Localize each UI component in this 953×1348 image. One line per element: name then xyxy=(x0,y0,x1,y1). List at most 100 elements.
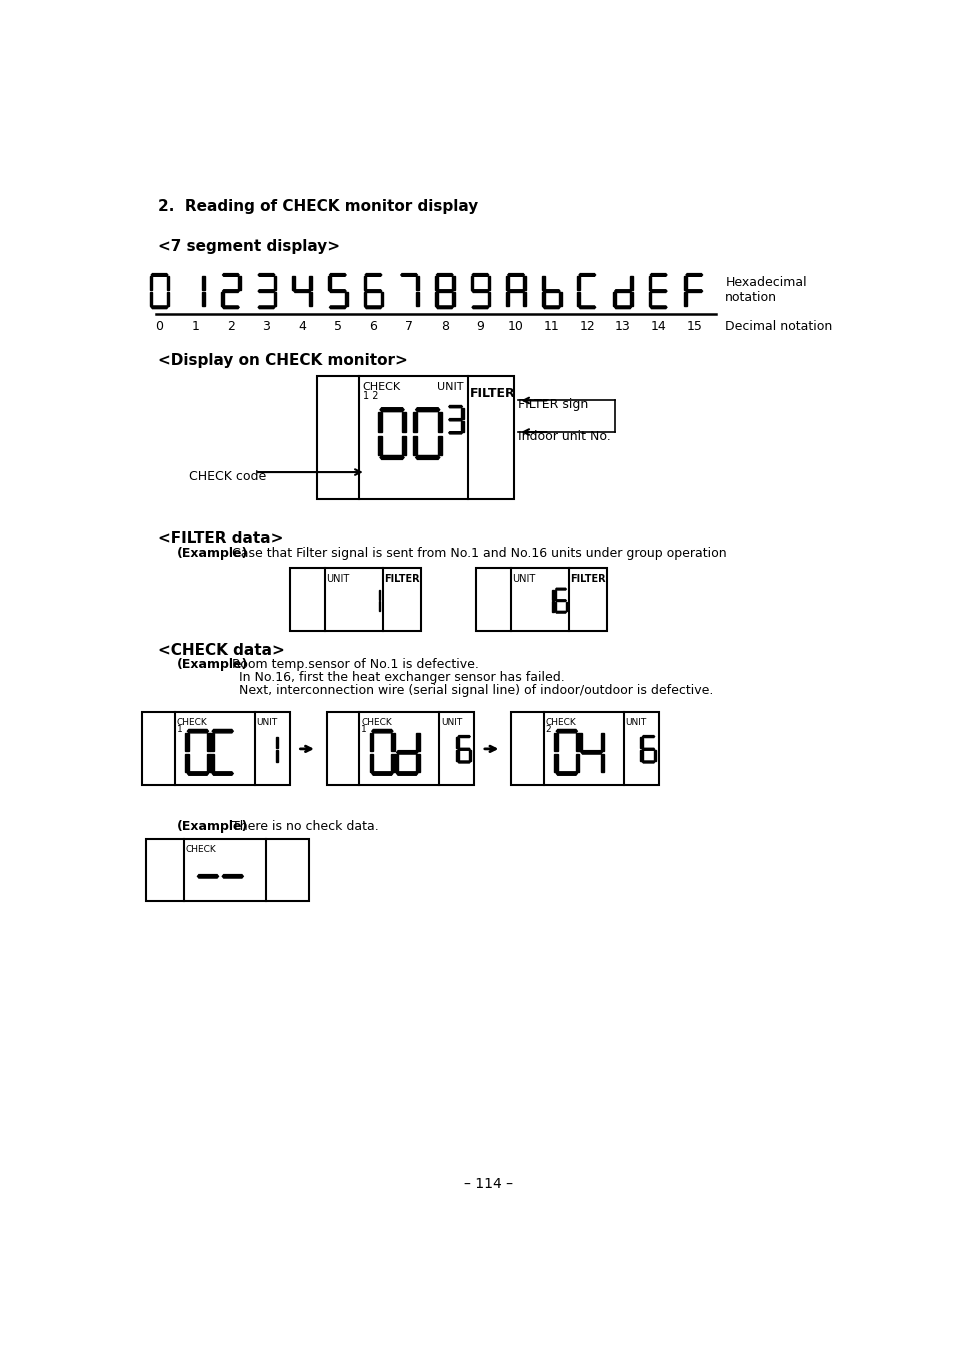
Polygon shape xyxy=(328,276,331,290)
Polygon shape xyxy=(630,293,632,306)
Polygon shape xyxy=(292,276,294,290)
Polygon shape xyxy=(648,276,651,290)
Text: In No.16, first the heat exchanger sensor has failed.: In No.16, first the heat exchanger senso… xyxy=(239,671,564,685)
Polygon shape xyxy=(436,274,453,276)
Polygon shape xyxy=(556,600,566,601)
Polygon shape xyxy=(377,411,381,431)
Polygon shape xyxy=(577,293,579,306)
Bar xyxy=(511,712,658,786)
Polygon shape xyxy=(370,733,373,751)
Polygon shape xyxy=(452,293,455,306)
Text: There is no check data.: There is no check data. xyxy=(232,820,378,833)
Polygon shape xyxy=(577,276,579,290)
Text: 1 2: 1 2 xyxy=(362,391,377,402)
Polygon shape xyxy=(613,293,616,306)
Polygon shape xyxy=(363,276,366,290)
Text: Hexadecimal
notation: Hexadecimal notation xyxy=(724,276,806,303)
Polygon shape xyxy=(541,293,544,306)
Polygon shape xyxy=(207,754,211,772)
Text: 11: 11 xyxy=(543,321,559,333)
Polygon shape xyxy=(222,306,239,309)
Polygon shape xyxy=(630,276,632,290)
Polygon shape xyxy=(363,293,366,306)
Text: 2.  Reading of CHECK monitor display: 2. Reading of CHECK monitor display xyxy=(158,198,477,214)
Polygon shape xyxy=(543,290,559,293)
Polygon shape xyxy=(457,736,470,737)
Polygon shape xyxy=(522,293,525,306)
Bar xyxy=(146,840,309,900)
Text: Decimal notation: Decimal notation xyxy=(724,321,832,333)
Polygon shape xyxy=(642,762,654,763)
Polygon shape xyxy=(210,754,213,772)
Polygon shape xyxy=(650,274,666,276)
Text: 7: 7 xyxy=(405,321,413,333)
Polygon shape xyxy=(372,772,393,775)
Text: UNIT: UNIT xyxy=(436,381,463,392)
Text: UNIT: UNIT xyxy=(326,574,349,585)
Polygon shape xyxy=(600,754,603,772)
Polygon shape xyxy=(370,754,373,772)
Polygon shape xyxy=(391,733,395,751)
Text: 2: 2 xyxy=(545,725,551,735)
Text: <7 segment display>: <7 segment display> xyxy=(158,239,339,253)
Polygon shape xyxy=(396,751,417,754)
Text: UNIT: UNIT xyxy=(440,717,461,727)
Text: – 114 –: – 114 – xyxy=(464,1177,513,1190)
Polygon shape xyxy=(365,306,381,309)
Text: UNIT: UNIT xyxy=(624,717,646,727)
Text: (Example): (Example) xyxy=(176,820,248,833)
Bar xyxy=(290,569,421,631)
Text: 3: 3 xyxy=(262,321,270,333)
Polygon shape xyxy=(274,293,276,306)
Polygon shape xyxy=(552,590,553,600)
Polygon shape xyxy=(435,276,437,290)
Text: 10: 10 xyxy=(508,321,523,333)
Text: 8: 8 xyxy=(440,321,448,333)
Polygon shape xyxy=(455,737,456,748)
Text: 6: 6 xyxy=(369,321,377,333)
Polygon shape xyxy=(461,407,463,419)
Text: UNIT: UNIT xyxy=(256,717,277,727)
Polygon shape xyxy=(435,293,437,306)
Polygon shape xyxy=(576,754,578,772)
Polygon shape xyxy=(685,274,701,276)
Polygon shape xyxy=(222,274,239,276)
Polygon shape xyxy=(167,293,170,306)
Polygon shape xyxy=(402,435,406,456)
Polygon shape xyxy=(237,276,240,290)
Text: 4: 4 xyxy=(298,321,306,333)
Polygon shape xyxy=(554,754,558,772)
Polygon shape xyxy=(552,601,553,612)
Bar xyxy=(476,569,607,631)
Polygon shape xyxy=(461,421,463,431)
Text: Case that Filter signal is sent from No.1 and No.16 units under group operation: Case that Filter signal is sent from No.… xyxy=(232,547,725,559)
Polygon shape xyxy=(379,407,404,411)
Polygon shape xyxy=(185,733,189,751)
Text: 0: 0 xyxy=(155,321,163,333)
Polygon shape xyxy=(212,772,233,775)
Polygon shape xyxy=(543,306,559,309)
Polygon shape xyxy=(452,276,455,290)
Polygon shape xyxy=(378,601,380,612)
Polygon shape xyxy=(258,306,274,309)
Polygon shape xyxy=(372,729,393,733)
Polygon shape xyxy=(437,411,441,431)
Polygon shape xyxy=(221,293,223,306)
Polygon shape xyxy=(507,274,524,276)
Text: CHECK: CHECK xyxy=(176,717,207,727)
Polygon shape xyxy=(309,293,312,306)
Polygon shape xyxy=(365,274,381,276)
Text: CHECK: CHECK xyxy=(545,717,576,727)
Polygon shape xyxy=(556,588,566,590)
Polygon shape xyxy=(554,733,558,751)
Polygon shape xyxy=(212,729,233,733)
Polygon shape xyxy=(683,293,686,306)
Polygon shape xyxy=(455,749,456,762)
Polygon shape xyxy=(448,419,462,421)
Polygon shape xyxy=(456,737,458,748)
Polygon shape xyxy=(578,306,595,309)
Polygon shape xyxy=(378,590,380,600)
Text: CHECK code: CHECK code xyxy=(189,469,266,483)
Polygon shape xyxy=(556,772,577,775)
Polygon shape xyxy=(650,290,666,293)
